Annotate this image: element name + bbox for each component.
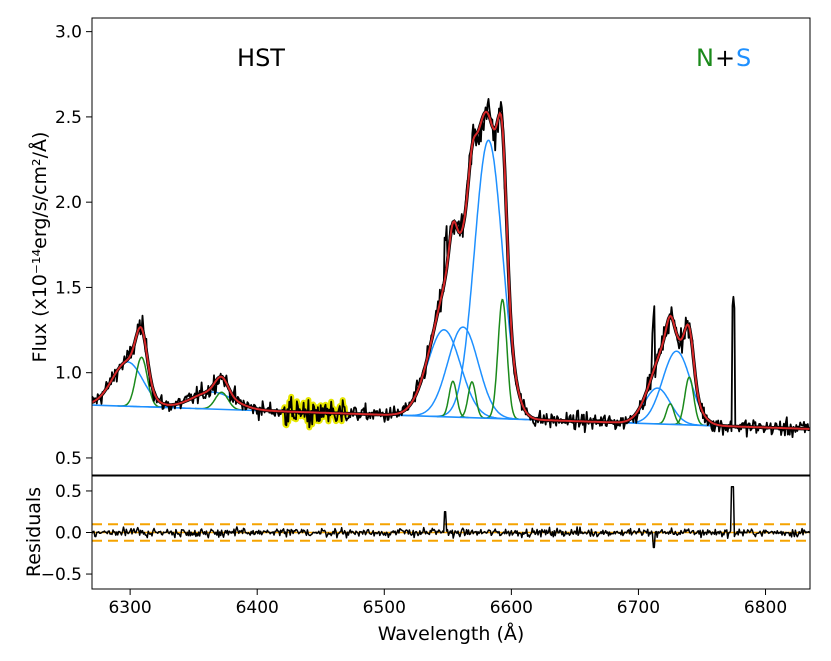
main-y-tick-label: 0.5	[55, 449, 82, 469]
component-N-11	[483, 298, 521, 421]
main-y-ticks: 0.5 1.0 1.5 2.0 2.5 3.0	[55, 23, 92, 469]
main-plot-area	[92, 18, 810, 475]
legend-s-label: S	[736, 44, 751, 72]
residual-y-tick-label: −0.5	[41, 565, 82, 585]
main-y-tick-label: 2.0	[55, 193, 82, 213]
residual-line	[91, 486, 811, 549]
legend-n-label: N	[696, 44, 714, 72]
main-panel: 0.5 1.0 1.5 2.0 2.5 3.0 HST N + S Flux (x10⁻¹…	[28, 17, 811, 476]
component-N-7	[117, 356, 166, 409]
x-tick-label: 6500	[363, 598, 406, 618]
fit-components	[91, 139, 811, 430]
component-N-13	[670, 376, 708, 427]
total-fit	[91, 109, 810, 431]
main-y-tick-label: 2.5	[55, 108, 82, 128]
x-tick-label: 6300	[108, 598, 151, 618]
main-y-tick-label: 1.0	[55, 364, 82, 384]
residual-series	[91, 486, 811, 549]
residuals-y-axis-label: Residuals	[23, 487, 45, 577]
instrument-label: HST	[237, 44, 285, 72]
residuals-plot-frame	[91, 475, 811, 590]
x-axis-label: Wavelength (Å)	[378, 622, 525, 645]
total-fit-line	[91, 110, 810, 430]
x-tick-label: 6400	[236, 598, 279, 618]
component-S-3	[399, 326, 527, 421]
residual-y-ticks: −0.5 0.0 0.5	[41, 482, 92, 585]
main-plot-frame	[91, 17, 811, 476]
residual-y-tick-label: 0.0	[55, 524, 82, 544]
legend-plus-label: +	[715, 44, 735, 72]
main-y-tick-label: 3.0	[55, 23, 82, 43]
x-tick-label: 6800	[744, 598, 787, 618]
residuals-panel: −0.5 0.0 0.5 6300 6400 6500 6600 6700 6800 Resi…	[23, 475, 811, 645]
main-y-tick-label: 1.5	[55, 278, 82, 298]
main-y-axis-label: Flux (x10⁻¹⁴erg/s/cm²/Å)	[28, 132, 51, 363]
residual-y-tick-label: 0.5	[55, 482, 82, 502]
x-tick-label: 6700	[617, 598, 660, 618]
continuum-line	[91, 404, 811, 430]
x-ticks: 6300 6400 6500 6600 6700 6800	[108, 589, 787, 618]
x-tick-label: 6600	[490, 598, 533, 618]
